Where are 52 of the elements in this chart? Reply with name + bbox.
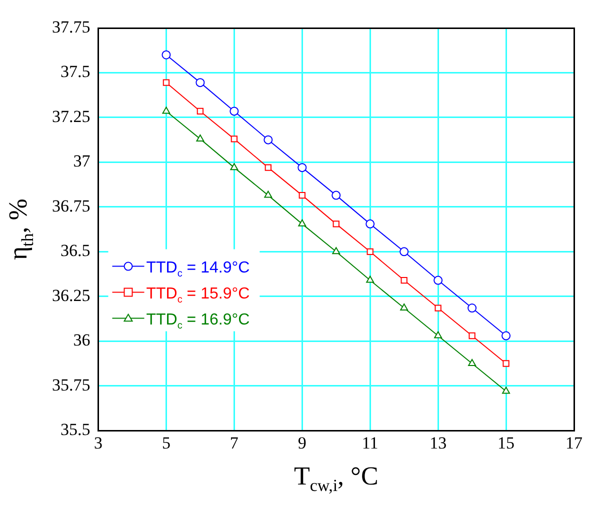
y-tick-label: 36.5 [60,241,90,260]
y-axis-title: ηth, % [3,198,37,260]
point [434,331,442,338]
point [230,106,239,116]
point [366,276,374,283]
point [366,248,374,255]
x-tick-label: 11 [362,433,378,452]
point [332,190,341,200]
y-tick-label: 37 [73,152,91,171]
point [468,304,477,313]
x-tick-label: 5 [162,433,170,452]
point [400,247,409,256]
point [332,220,340,228]
y-tick-label: 37.25 [52,106,90,126]
y-tick-label: 36 [73,330,90,350]
x-tick-label: 3 [94,433,102,452]
point [196,134,204,142]
x-tick-label: 15 [498,433,515,452]
point [298,219,306,226]
y-tick-label: 36.75 [52,196,90,216]
point [434,276,443,285]
point [264,190,272,198]
y-tick-label: 37.75 [52,17,90,36]
point [434,304,442,312]
point [298,192,306,199]
point [230,163,238,170]
y-tick-label: 35.5 [60,420,90,440]
point [196,108,204,115]
y-tick-label: 36.25 [52,286,90,305]
point [298,163,307,172]
y-tick-label: 35.75 [52,375,90,394]
point [502,331,511,340]
point [264,164,272,171]
point [468,332,476,340]
point [264,135,273,144]
point [162,79,170,86]
point [502,360,510,367]
point [366,219,375,228]
point [162,106,170,114]
point [196,78,205,88]
x-tick-label: 13 [430,433,447,452]
point [502,386,510,394]
point [468,359,476,366]
point [400,276,408,284]
point [230,136,238,142]
point [332,247,340,254]
y-tick-label: 37.5 [60,62,90,82]
point [162,50,171,60]
x-tick-label: 9 [298,433,306,452]
x-tick-label: 7 [230,433,239,452]
point [400,304,408,311]
x-tick-label: 17 [566,433,583,452]
